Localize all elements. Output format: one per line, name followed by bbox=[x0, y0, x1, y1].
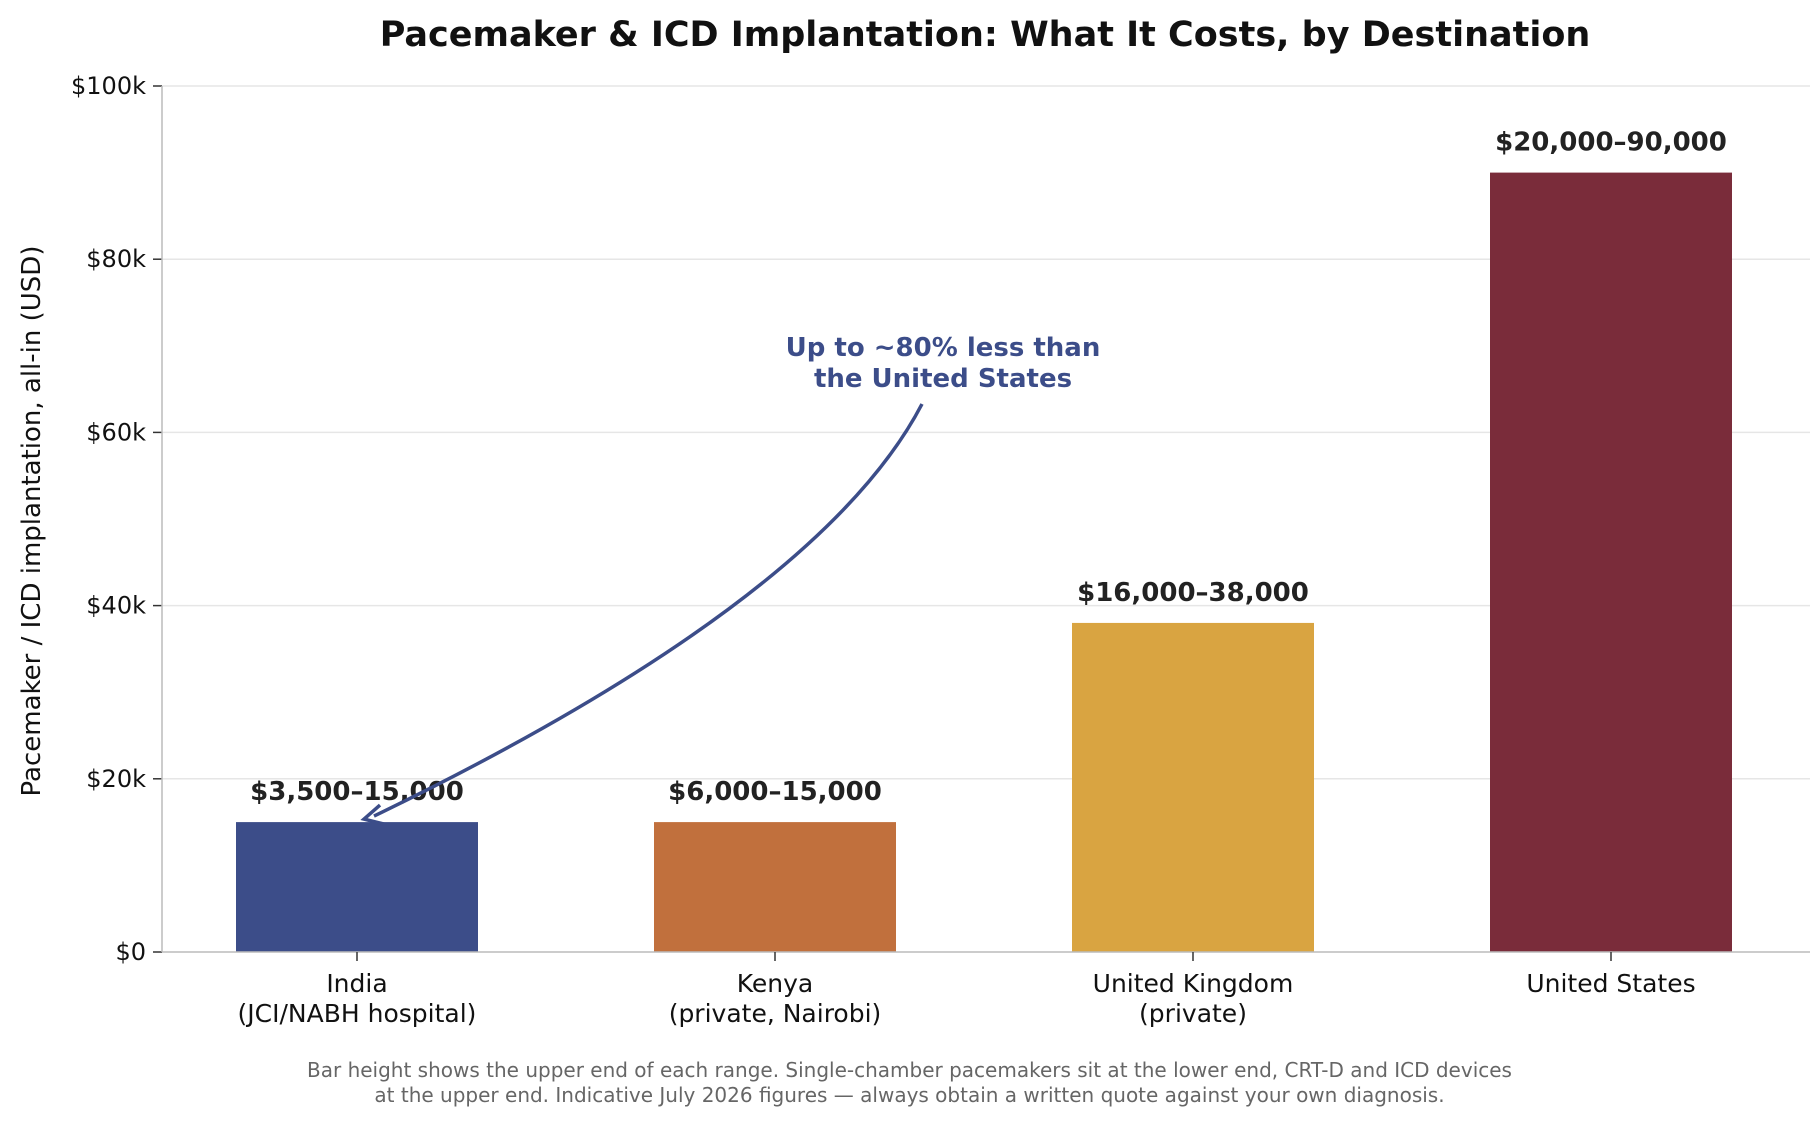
x-tick-label: Kenya (private, Nairobi) bbox=[669, 969, 882, 1028]
bar bbox=[1490, 172, 1732, 953]
data-label: $16,000–38,000 bbox=[1077, 578, 1309, 608]
chart-title: Pacemaker & ICD Implantation: What It Co… bbox=[380, 15, 1591, 55]
data-label: $20,000–90,000 bbox=[1495, 128, 1727, 158]
footnote-line: Bar height shows the upper end of each r… bbox=[307, 1058, 1512, 1082]
annotation-arrowhead bbox=[360, 803, 385, 826]
bar bbox=[1072, 622, 1314, 952]
y-tick-label: $20k bbox=[86, 765, 146, 793]
x-tick-label: United Kingdom (private) bbox=[1093, 969, 1294, 1028]
x-tick-label: United States bbox=[1526, 969, 1695, 998]
data-label: $6,000–15,000 bbox=[668, 777, 882, 807]
annotation-arrow bbox=[373, 403, 924, 818]
data-labels: $3,500–15,000 $6,000–15,000 $16,000–38,000… bbox=[250, 128, 1727, 807]
bars bbox=[236, 172, 1732, 953]
bar bbox=[236, 822, 478, 952]
data-label: $3,500–15,000 bbox=[250, 777, 464, 807]
annotation-text: Up to ~80% less than the United States bbox=[786, 333, 1101, 394]
footnote: Bar height shows the upper end of each r… bbox=[0, 1058, 1819, 1108]
y-tick-label: $100k bbox=[71, 72, 146, 100]
y-axis-label: Pacemaker / ICD implantation, all-in (US… bbox=[17, 246, 47, 797]
annotation: Up to ~80% less than the United States bbox=[360, 333, 1101, 826]
y-tick-label: $80k bbox=[86, 245, 146, 273]
y-tick-label: $40k bbox=[86, 592, 146, 620]
y-tick-label: $0 bbox=[115, 938, 146, 966]
footnote-line: at the upper end. Indicative July 2026 f… bbox=[374, 1083, 1445, 1107]
y-tick-label: $60k bbox=[86, 418, 146, 446]
bar bbox=[654, 822, 896, 952]
axes: $0 $20k $40k $60k $80k $100k India (JCI/NABH ho… bbox=[71, 72, 1810, 1028]
x-tick-label: India (JCI/NABH hospital) bbox=[238, 969, 477, 1028]
